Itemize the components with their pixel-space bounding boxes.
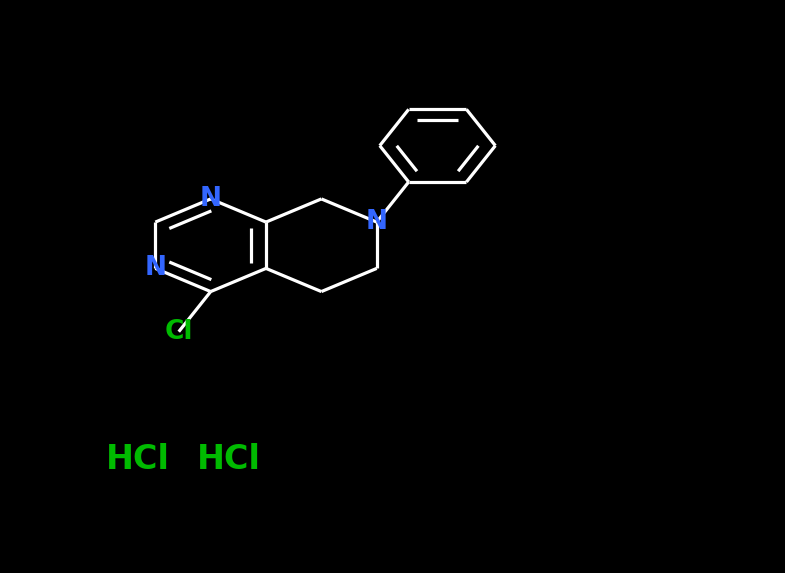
Text: Cl: Cl [165,319,193,345]
Text: HCl: HCl [197,443,261,476]
Text: HCl: HCl [106,443,170,476]
Text: N: N [199,186,221,212]
Text: N: N [144,256,166,281]
Text: N: N [366,209,388,235]
